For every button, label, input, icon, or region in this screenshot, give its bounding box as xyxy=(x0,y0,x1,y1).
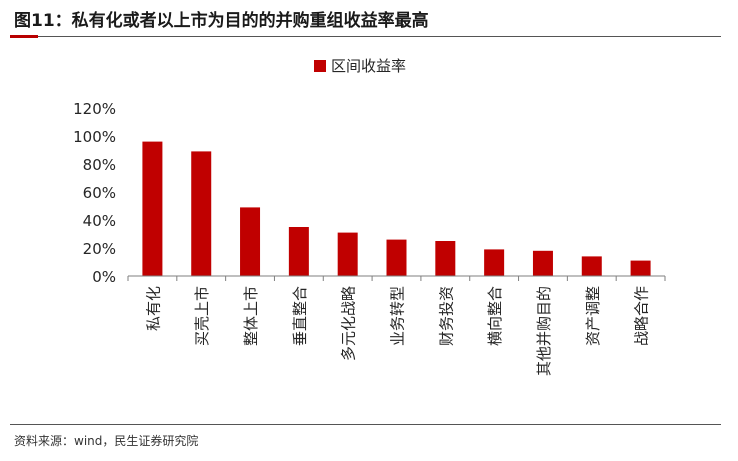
y-tick-label: 20% xyxy=(83,240,116,258)
bar xyxy=(484,249,505,276)
bar xyxy=(630,260,651,276)
bar xyxy=(337,232,358,276)
footer-divider xyxy=(10,424,721,425)
x-tick-label: 整体上市 xyxy=(242,286,260,346)
bar xyxy=(240,207,261,276)
x-tick-label: 买壳上市 xyxy=(193,286,211,346)
y-tick-label: 120% xyxy=(73,100,116,118)
source-note: 资料来源：wind，民生证券研究院 xyxy=(14,434,199,448)
y-tick-label: 60% xyxy=(83,184,116,202)
bar xyxy=(435,241,456,276)
title-divider-accent xyxy=(10,35,38,38)
title-divider xyxy=(10,36,721,37)
bars xyxy=(142,141,651,276)
bar xyxy=(288,227,309,276)
x-tick-label: 横向整合 xyxy=(486,286,504,346)
figure-title: 图11：私有化或者以上市为目的的并购重组收益率最高 xyxy=(14,11,429,31)
x-tick-label: 资产调整 xyxy=(584,286,602,346)
legend-label: 区间收益率 xyxy=(331,57,406,75)
bar xyxy=(581,256,602,276)
y-tick-label: 0% xyxy=(92,268,116,286)
y-tick-label: 100% xyxy=(73,128,116,146)
bar xyxy=(532,250,553,276)
y-tick-label: 40% xyxy=(83,212,116,230)
y-axis: 0% 20% 40% 60% 80% 100% 120% xyxy=(73,100,116,286)
x-tick-label: 战略合作 xyxy=(633,286,651,346)
x-tick-label: 财务投资 xyxy=(437,286,455,346)
x-axis xyxy=(127,275,666,281)
x-tick-label: 私有化 xyxy=(144,286,162,331)
x-tick-label: 多元化战略 xyxy=(340,286,358,361)
bar xyxy=(191,151,212,276)
y-tick-label: 80% xyxy=(83,156,116,174)
legend: 区间收益率 xyxy=(314,57,406,75)
x-tick-label: 其他并购目的 xyxy=(535,286,553,376)
bar xyxy=(386,239,407,276)
x-tick-label: 垂直整合 xyxy=(291,286,309,346)
x-tick-labels: 私有化 买壳上市 整体上市 垂直整合 多元化战略 业务转型 财务投资 横向整合 其他并购目的 资产… xyxy=(144,286,650,376)
legend-swatch xyxy=(314,60,326,72)
x-tick-label: 业务转型 xyxy=(389,286,407,346)
bar xyxy=(142,141,163,276)
